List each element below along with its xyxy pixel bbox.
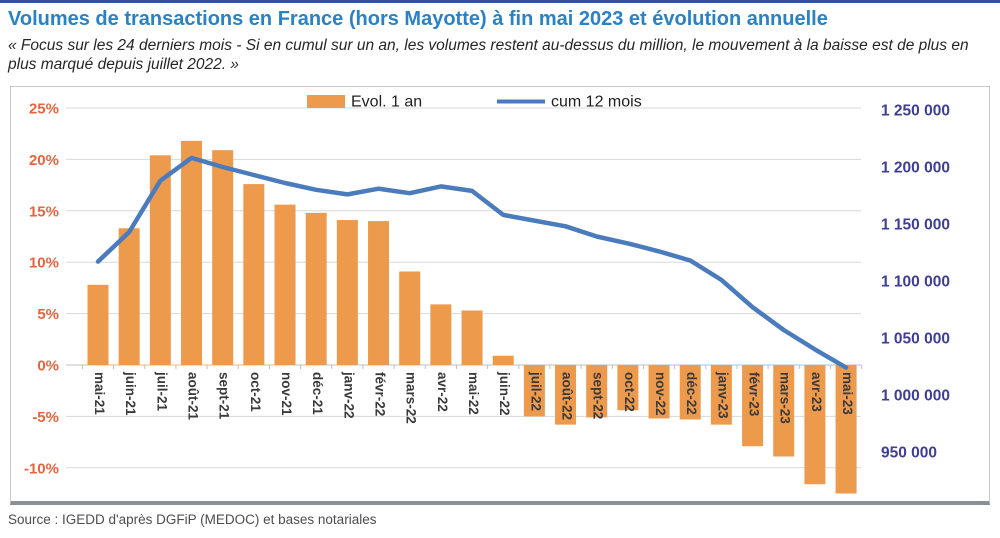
- x-label-déc-22: déc-22: [684, 372, 699, 415]
- bar-nov-22: [648, 365, 670, 419]
- x-label-oct-21: oct-21: [248, 372, 263, 412]
- right-axis-label-1100000: 1 100 000: [881, 274, 950, 291]
- bar-déc-22: [679, 365, 701, 420]
- x-label-mai-21: mai-21: [92, 372, 107, 415]
- left-axis-label--5%: -5%: [32, 409, 59, 426]
- right-axis-label-1200000: 1 200 000: [881, 160, 950, 177]
- legend-label-cum-12-mois: cum 12 mois: [551, 94, 642, 111]
- x-label-nov-21: nov-21: [279, 372, 294, 416]
- bar-avr-22: [430, 304, 452, 365]
- x-label-mai-22: mai-22: [466, 372, 481, 415]
- left-axis-label-0%: 0%: [37, 358, 59, 375]
- x-label-août-21: août-21: [186, 372, 201, 421]
- chart-frame: Evol. 1 an cum 12 mois 25% 20% 15% 10% 5% 0% -5%…: [10, 86, 990, 505]
- x-label-avr-22: avr-22: [435, 372, 450, 412]
- x-label-janv-22: janv-22: [341, 371, 356, 419]
- right-axis-label-1050000: 1 050 000: [881, 331, 950, 348]
- x-label-juin-22: juin-22: [497, 371, 512, 416]
- bar-mars-23: [773, 365, 795, 457]
- bar-nov-21: [274, 204, 296, 365]
- bar-août-21: [181, 140, 203, 365]
- bar-août-22: [555, 365, 577, 425]
- x-label-févr-22: févr-22: [373, 372, 388, 416]
- x-label-févr-23: févr-23: [747, 372, 762, 417]
- x-label-juil-22: juil-22: [528, 371, 543, 411]
- x-label-juin-21: juin-21: [123, 371, 138, 416]
- x-label-mars-23: mars-23: [778, 372, 793, 424]
- x-label-août-22: août-22: [560, 372, 575, 420]
- bar-déc-21: [305, 212, 327, 365]
- x-label-sept-22: sept-22: [591, 372, 606, 419]
- bar-avr-23: [804, 365, 826, 485]
- x-label-sept-21: sept-21: [217, 372, 232, 420]
- bar-sept-22: [586, 365, 608, 418]
- legend-label-evol-1-an: Evol. 1 an: [351, 94, 422, 111]
- left-axis-label--10%: -10%: [24, 460, 59, 477]
- right-axis-label-1000000: 1 000 000: [881, 388, 950, 405]
- bar-juin-21: [118, 228, 140, 365]
- cum-12-mois-line: [95, 155, 849, 370]
- right-axis-label-950000: 950 000: [881, 445, 937, 462]
- page-title: Volumes de transactions en France (hors …: [8, 8, 828, 30]
- left-axis-label-5%: 5%: [37, 306, 59, 323]
- x-label-avr-23: avr-23: [809, 372, 824, 412]
- legend-swatch-evol-1-an: [307, 95, 345, 108]
- left-axis-label-20%: 20%: [29, 152, 59, 169]
- bar-juil-21: [149, 155, 171, 365]
- left-axis-label-25%: 25%: [29, 101, 59, 118]
- source-note: Source : IGEDD d'après DGFiP (MEDOC) et …: [8, 512, 377, 527]
- x-label-mai-23: mai-23: [840, 372, 855, 415]
- bar-janv-22: [336, 220, 358, 365]
- x-label-déc-21: déc-21: [310, 372, 325, 415]
- bar-mai-21: [87, 284, 109, 365]
- x-label-nov-22: nov-22: [653, 372, 668, 416]
- top-accent-bar: [0, 0, 1000, 3]
- x-label-janv-23: janv-23: [715, 371, 730, 419]
- x-label-mars-22: mars-22: [404, 372, 419, 424]
- bar-juil-22: [523, 365, 545, 417]
- bar-mars-22: [399, 271, 421, 365]
- right-axis-label-1250000: 1 250 000: [881, 103, 950, 120]
- bar-juin-22: [492, 355, 514, 365]
- bar-févr-22: [368, 221, 390, 365]
- transactions-chart: Evol. 1 an cum 12 mois 25% 20% 15% 10% 5% 0% -5%…: [24, 94, 950, 494]
- bar-oct-21: [243, 184, 265, 365]
- right-axis-label-1150000: 1 150 000: [881, 217, 950, 234]
- bar-sept-21: [212, 150, 234, 365]
- bar-févr-23: [742, 365, 764, 447]
- bar-oct-22: [617, 365, 639, 411]
- bar-janv-23: [710, 365, 732, 425]
- x-label-juil-21: juil-21: [154, 371, 169, 412]
- x-label-oct-22: oct-22: [622, 372, 637, 412]
- bar-mai-22: [461, 310, 483, 365]
- left-axis-label-15%: 15%: [29, 203, 59, 220]
- page-subtitle: « Focus sur les 24 derniers mois - Si en…: [8, 37, 969, 73]
- left-axis-label-10%: 10%: [29, 255, 59, 272]
- bar-mai-23: [835, 365, 857, 494]
